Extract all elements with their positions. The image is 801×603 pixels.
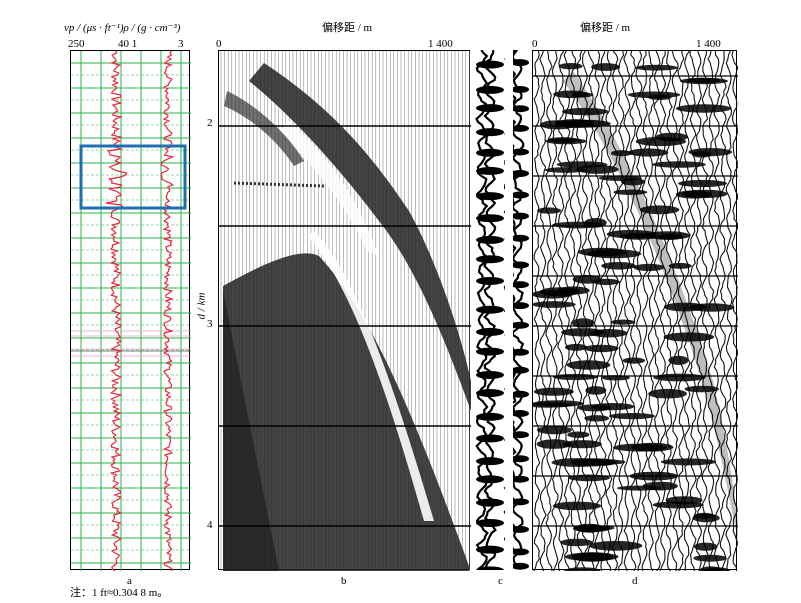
panel-label-a: a xyxy=(127,575,132,587)
offset-tick-d-1400: 1 400 xyxy=(696,38,721,50)
log-tick-right: 3 xyxy=(178,38,184,50)
log-tick-mid: 40 1 xyxy=(118,38,138,50)
field-gather-panel xyxy=(532,50,738,571)
synthetic-gather-plot xyxy=(219,51,471,571)
panel-label-c: c xyxy=(498,575,503,587)
log-grid xyxy=(71,51,191,571)
depth-tick-2: 2 xyxy=(207,117,213,129)
depth-axis-label: d / km xyxy=(195,292,208,320)
density-curve xyxy=(160,51,175,571)
depth-tick-4: 4 xyxy=(207,519,213,531)
velocity-curve xyxy=(105,51,128,571)
log-tick-left: 250 xyxy=(68,38,85,50)
well-log-panel xyxy=(70,50,191,571)
footnote: 注：1 ft≈0.304 8 m。 xyxy=(70,587,169,599)
offset-title-d: 偏移距 / m xyxy=(580,22,631,34)
depth-tick-3: 3 xyxy=(207,318,213,330)
synthetic-gather-panel xyxy=(218,50,471,571)
offset-tick-b-1400: 1 400 xyxy=(428,38,453,50)
field-gather-plot xyxy=(533,51,738,571)
panel-label-d: d xyxy=(632,575,638,587)
offset-tick-d-0: 0 xyxy=(532,38,538,50)
trace-strip-plot xyxy=(475,50,529,570)
highlight-box xyxy=(79,144,187,210)
field-lobes xyxy=(533,63,735,571)
log-axis-title: vp / (μs · ft⁻¹)ρ / (g · cm⁻³) xyxy=(64,22,181,34)
strip-wiggles xyxy=(475,50,529,570)
offset-title-b: 偏移距 / m xyxy=(322,22,373,34)
panel-label-b: b xyxy=(341,575,347,587)
offset-tick-b-0: 0 xyxy=(216,38,222,50)
well-log-plot xyxy=(71,51,191,571)
trace-strip-panel xyxy=(472,50,530,570)
